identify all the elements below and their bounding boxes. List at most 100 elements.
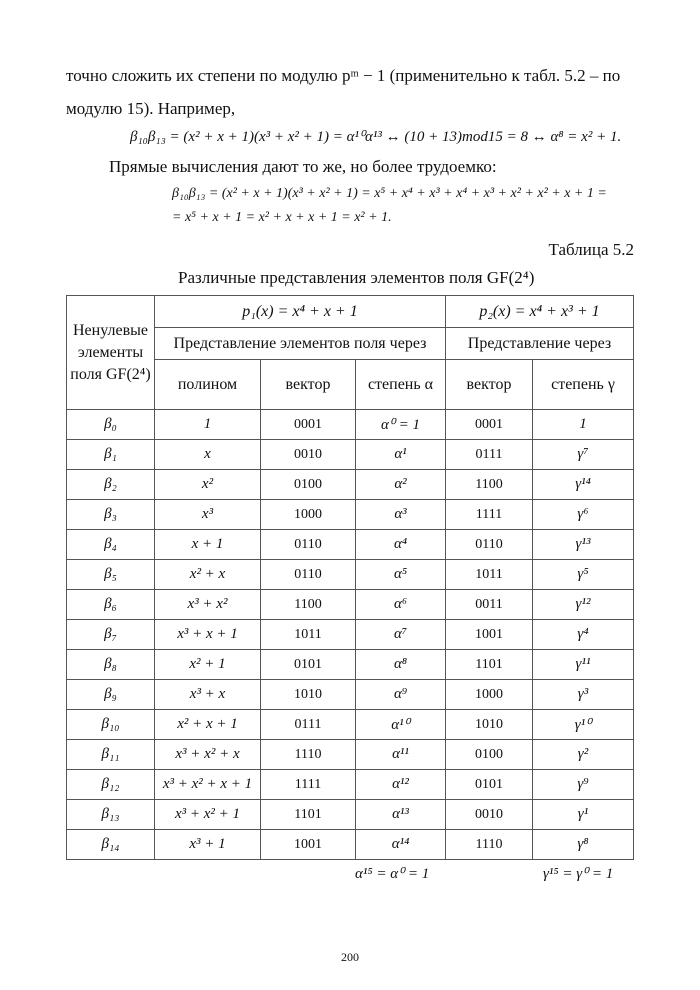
cell-vector1: 1101 [260, 799, 356, 830]
equation: β₁₀β₁₃ = (x² + x + 1)(x³ + x² + 1) = x⁵ … [172, 186, 607, 201]
cell-vector1: 1111 [260, 769, 356, 800]
cell-vector2: 0101 [445, 769, 533, 800]
cell-polynomial: x [154, 439, 261, 470]
header-elements: Ненулевые элементы поля GF(2⁴) [66, 295, 155, 410]
cell-vector2: 1000 [445, 679, 533, 710]
cell-vector2: 1011 [445, 559, 533, 590]
header-polynomial: полином [154, 359, 261, 410]
cell-vector2: 0110 [445, 529, 533, 560]
cell-vector2: 0100 [445, 739, 533, 770]
cell-power-gamma: 1 [532, 409, 634, 440]
table-row: β₅ x² + x 0110 α⁵ 1011 γ⁵ [66, 559, 634, 590]
cell-power-gamma: γ⁸ [532, 829, 634, 860]
cell-vector1: 1011 [260, 619, 356, 650]
header-power-alpha: степень α [355, 359, 446, 410]
cell-vector2: 0001 [445, 409, 533, 440]
cell-element: β₉ [66, 679, 155, 710]
cell-element: β₁₄ [66, 829, 155, 860]
cell-element: β₅ [66, 559, 155, 590]
cell-power-gamma: γ¹⁴ [532, 469, 634, 500]
cell-element: β₁₀ [66, 709, 155, 740]
cell-power-gamma: γ¹³ [532, 529, 634, 560]
cell-vector1: 1100 [260, 589, 356, 620]
cell-polynomial: x³ [154, 499, 261, 530]
cell-power-gamma: γ³ [532, 679, 634, 710]
cell-polynomial: x³ + x + 1 [154, 619, 261, 650]
cell-power-gamma: γ⁶ [532, 499, 634, 530]
table-row: β₇ x³ + x + 1 1011 α⁷ 1001 γ⁴ [66, 619, 634, 650]
cell-power-alpha: α¹⁰ [355, 709, 446, 740]
cell-power-gamma: γ⁷ [532, 439, 634, 470]
cell-power-alpha: α⁹ [355, 679, 446, 710]
cell-vector1: 1110 [260, 739, 356, 770]
cell-power-alpha: α¹³ [355, 799, 446, 830]
cell-vector2: 1101 [445, 649, 533, 680]
header-p2: p₂(x) = x⁴ + x³ + 1 [445, 295, 634, 328]
cell-element: β₆ [66, 589, 155, 620]
gf-table: Ненулевые элементы поля GF(2⁴) p₁(x) = x… [66, 295, 634, 860]
cell-polynomial: x³ + x [154, 679, 261, 710]
table-row: β₉ x³ + x 1010 α⁹ 1000 γ³ [66, 679, 634, 710]
cell-element: β₃ [66, 499, 155, 530]
table-row: β₁₃ x³ + x² + 1 1101 α¹³ 0010 γ¹ [66, 799, 634, 830]
table-row: β₁₂ x³ + x² + x + 1 1111 α¹² 0101 γ⁹ [66, 769, 634, 800]
table-label: Таблица 5.2 [548, 240, 634, 259]
equation: = x⁵ + x + 1 = x² + x + x + 1 = x² + 1. [172, 210, 392, 225]
equation: β₁₀β₁₃ = (x² + x + 1)(x³ + x² + 1) = α¹⁰… [130, 129, 622, 145]
cell-vector2: 1001 [445, 619, 533, 650]
cell-power-alpha: α⁷ [355, 619, 446, 650]
cell-vector1: 0001 [260, 409, 356, 440]
cell-polynomial: x + 1 [154, 529, 261, 560]
cell-power-alpha: α⁸ [355, 649, 446, 680]
paragraph-line: модулю 15). Например, [66, 99, 236, 118]
cell-power-alpha: α¹¹ [355, 739, 446, 770]
cell-vector1: 0010 [260, 439, 356, 470]
cell-element: β₀ [66, 409, 155, 440]
cell-vector1: 1000 [260, 499, 356, 530]
cell-power-gamma: γ¹² [532, 589, 634, 620]
cell-element: β₁₁ [66, 739, 155, 770]
cell-power-alpha: α⁴ [355, 529, 446, 560]
cell-power-gamma: γ⁹ [532, 769, 634, 800]
cell-power-gamma: γ¹⁰ [532, 709, 634, 740]
cell-polynomial: x² + x [154, 559, 261, 590]
cell-vector1: 1010 [260, 679, 356, 710]
cell-vector2: 1110 [445, 829, 533, 860]
table-row: β₆ x³ + x² 1100 α⁶ 0011 γ¹² [66, 589, 634, 620]
cell-power-alpha: α¹⁴ [355, 829, 446, 860]
cell-power-alpha: α⁶ [355, 589, 446, 620]
table-row: β₂ x² 0100 α² 1100 γ¹⁴ [66, 469, 634, 500]
cell-polynomial: x³ + x² [154, 589, 261, 620]
cell-vector2: 0010 [445, 799, 533, 830]
cell-element: β₂ [66, 469, 155, 500]
cell-vector2: 1010 [445, 709, 533, 740]
header-repr1: Представление элементов поля через [154, 327, 446, 360]
cell-vector1: 0110 [260, 529, 356, 560]
cell-power-alpha: α⁰ = 1 [355, 409, 446, 440]
cell-power-gamma: γ¹ [532, 799, 634, 830]
cell-polynomial: x² [154, 469, 261, 500]
table-row: β₄ x + 1 0110 α⁴ 0110 γ¹³ [66, 529, 634, 560]
cell-vector1: 0101 [260, 649, 356, 680]
cell-vector2: 0111 [445, 439, 533, 470]
cell-power-alpha: α¹² [355, 769, 446, 800]
cell-element: β₄ [66, 529, 155, 560]
page-number: 200 [341, 950, 359, 964]
cell-polynomial: x³ + x² + 1 [154, 799, 261, 830]
cell-vector1: 0100 [260, 469, 356, 500]
paragraph-line: точно сложить их степени по модулю pᵐ − … [66, 66, 621, 85]
table-row: β₈ x² + 1 0101 α⁸ 1101 γ¹¹ [66, 649, 634, 680]
table-row: β₁₄ x³ + 1 1001 α¹⁴ 1110 γ⁸ [66, 829, 634, 860]
cell-vector1: 0111 [260, 709, 356, 740]
cell-polynomial: x³ + x² + x [154, 739, 261, 770]
cell-power-alpha: α⁵ [355, 559, 446, 590]
cell-element: β₈ [66, 649, 155, 680]
cell-element: β₁₃ [66, 799, 155, 830]
cell-polynomial: x² + x + 1 [154, 709, 261, 740]
table-row: β₁ x 0010 α¹ 0111 γ⁷ [66, 439, 634, 470]
cell-polynomial: x² + 1 [154, 649, 261, 680]
cell-vector2: 1111 [445, 499, 533, 530]
table-row: β₀ 1 0001 α⁰ = 1 0001 1 [66, 409, 634, 440]
table-title: Различные представления элементов поля G… [178, 268, 535, 287]
